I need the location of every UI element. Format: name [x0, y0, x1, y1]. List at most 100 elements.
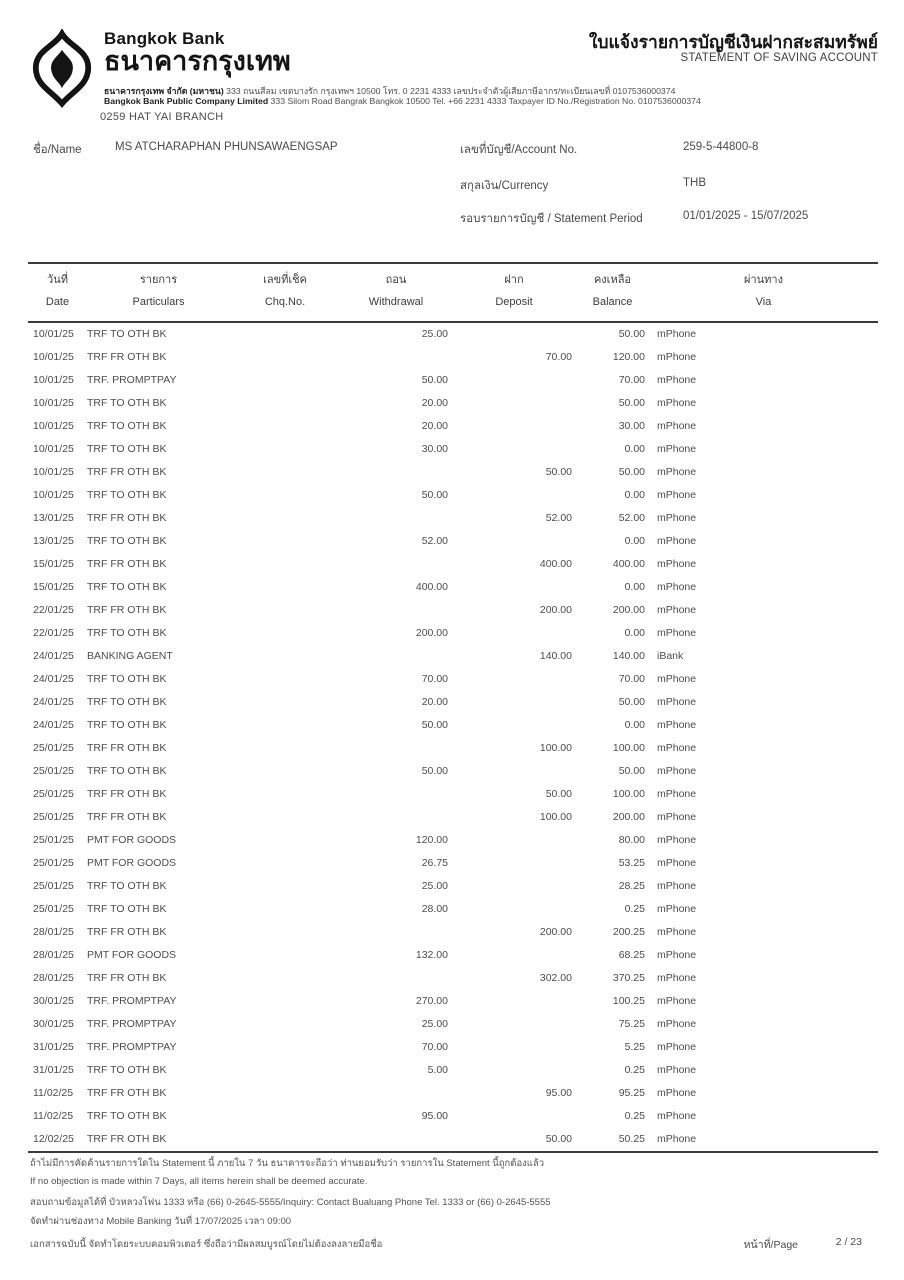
cell-date: 10/01/25	[33, 351, 74, 363]
table-header-row-en: Date Particulars Chq.No. Withdrawal Deposit B…	[28, 293, 878, 312]
cell-chq-no	[230, 806, 340, 829]
cell-via: mPhone	[657, 719, 697, 731]
cell-via: mPhone	[657, 374, 697, 386]
cell-chq-no	[230, 737, 340, 760]
table-row: 10/01/25 TRF TO OTH BK 20.00 50.00 mPhone	[28, 392, 878, 415]
cell-withdrawal: 95.00	[421, 1110, 448, 1122]
cell-date: 25/01/25	[33, 834, 74, 846]
cell-balance: 120.00	[612, 351, 645, 363]
cell-deposit	[452, 1013, 576, 1036]
cell-deposit	[452, 875, 576, 898]
cell-deposit: 140.00	[539, 650, 572, 662]
cell-chq-no	[230, 369, 340, 392]
cell-particulars: TRF TO OTH BK	[87, 535, 167, 547]
cell-via: mPhone	[657, 351, 697, 363]
cell-via: mPhone	[657, 443, 697, 455]
cell-deposit	[452, 415, 576, 438]
cell-chq-no	[230, 645, 340, 668]
cell-via: mPhone	[657, 972, 697, 984]
cell-balance: 75.25	[618, 1018, 645, 1030]
cell-date: 25/01/25	[33, 788, 74, 800]
table-row: 25/01/25 TRF FR OTH BK 50.00 100.00 mPhone	[28, 783, 878, 806]
cell-balance: 0.00	[624, 719, 645, 731]
cell-deposit: 200.00	[539, 604, 572, 616]
cell-balance: 0.00	[624, 581, 645, 593]
cell-via: mPhone	[657, 466, 697, 478]
cell-date: 13/01/25	[33, 535, 74, 547]
cell-chq-no	[230, 668, 340, 691]
col-header-th-via: ผ่านทาง	[744, 274, 783, 286]
name-value: MS ATCHARAPHAN PHUNSAWAENGSAP	[115, 141, 338, 153]
table-row: 22/01/25 TRF FR OTH BK 200.00 200.00 mPhone	[28, 599, 878, 622]
table-row: 24/01/25 TRF TO OTH BK 50.00 0.00 mPhone	[28, 714, 878, 737]
footer-note: If no objection is made within 7 Days, a…	[30, 1176, 368, 1187]
cell-balance: 53.25	[618, 857, 645, 869]
table-row: 25/01/25 TRF FR OTH BK 100.00 200.00 mPhone	[28, 806, 878, 829]
cell-date: 22/01/25	[33, 604, 74, 616]
currency-label: สกุลเงิน/Currency	[460, 180, 549, 192]
cell-withdrawal: 28.00	[421, 903, 448, 915]
cell-date: 15/01/25	[33, 581, 74, 593]
cell-withdrawal	[340, 1082, 452, 1105]
cell-chq-no	[230, 714, 340, 737]
cell-particulars: TRF FR OTH BK	[87, 1133, 167, 1145]
cell-deposit: 52.00	[545, 512, 572, 524]
cell-date: 25/01/25	[33, 811, 74, 823]
cell-deposit	[452, 691, 576, 714]
table-row: 13/01/25 TRF FR OTH BK 52.00 52.00 mPhone	[28, 507, 878, 530]
cell-withdrawal: 132.00	[415, 949, 448, 961]
table-row: 10/01/25 TRF TO OTH BK 20.00 30.00 mPhone	[28, 415, 878, 438]
col-header-en-deposit: Deposit	[495, 296, 533, 308]
cell-balance: 50.00	[618, 466, 645, 478]
cell-date: 31/01/25	[33, 1064, 74, 1076]
cell-balance: 140.00	[612, 650, 645, 662]
table-row: 15/01/25 TRF TO OTH BK 400.00 0.00 mPhone	[28, 576, 878, 599]
cell-date: 11/02/25	[33, 1087, 74, 1099]
cell-date: 31/01/25	[33, 1041, 74, 1053]
cell-deposit: 50.00	[545, 788, 572, 800]
cell-balance: 0.25	[624, 1064, 645, 1076]
period-value: 01/01/2025 - 15/07/2025	[683, 210, 809, 222]
cell-deposit	[452, 1036, 576, 1059]
cell-particulars: PMT FOR GOODS	[87, 834, 177, 846]
table-row: 12/02/25 TRF FR OTH BK 50.00 50.25 mPhone	[28, 1128, 878, 1151]
cell-deposit	[452, 392, 576, 415]
cell-chq-no	[230, 461, 340, 484]
cell-deposit	[452, 898, 576, 921]
cell-deposit: 200.00	[539, 926, 572, 938]
cell-particulars: TRF TO OTH BK	[87, 673, 167, 685]
cell-withdrawal: 70.00	[421, 673, 448, 685]
cell-balance: 100.25	[612, 995, 645, 1007]
cell-chq-no	[230, 599, 340, 622]
statement-title-en: STATEMENT OF SAVING ACCOUNT	[680, 52, 878, 64]
cell-particulars: TRF FR OTH BK	[87, 972, 167, 984]
footer-note: เอกสารฉบับนี้ จัดทำโดยระบบคอมพิวเตอร์ ซึ…	[30, 1239, 383, 1250]
cell-chq-no	[230, 829, 340, 852]
cell-date: 10/01/25	[33, 466, 74, 478]
cell-date: 22/01/25	[33, 627, 74, 639]
cell-balance: 50.25	[618, 1133, 645, 1145]
cell-deposit	[452, 668, 576, 691]
cell-via: mPhone	[657, 397, 697, 409]
cell-date: 28/01/25	[33, 972, 74, 984]
col-header-en-particulars: Particulars	[132, 296, 185, 308]
table-row: 25/01/25 TRF FR OTH BK 100.00 100.00 mPhone	[28, 737, 878, 760]
cell-date: 25/01/25	[33, 765, 74, 777]
cell-chq-no	[230, 921, 340, 944]
cell-via: mPhone	[657, 949, 697, 961]
col-header-en-balance: Balance	[592, 296, 633, 308]
col-header-th-particulars: รายการ	[139, 274, 178, 286]
cell-withdrawal: 25.00	[421, 328, 448, 340]
cell-deposit: 100.00	[539, 742, 572, 754]
cell-balance: 0.00	[624, 535, 645, 547]
currency-value: THB	[683, 177, 706, 189]
cell-deposit	[452, 760, 576, 783]
cell-balance: 52.00	[618, 512, 645, 524]
cell-deposit	[452, 714, 576, 737]
cell-via: mPhone	[657, 581, 697, 593]
col-header-en-date: Date	[45, 296, 70, 308]
cell-chq-no	[230, 990, 340, 1013]
cell-via: mPhone	[657, 742, 697, 754]
cell-particulars: TRF TO OTH BK	[87, 1110, 167, 1122]
cell-withdrawal: 50.00	[421, 374, 448, 386]
